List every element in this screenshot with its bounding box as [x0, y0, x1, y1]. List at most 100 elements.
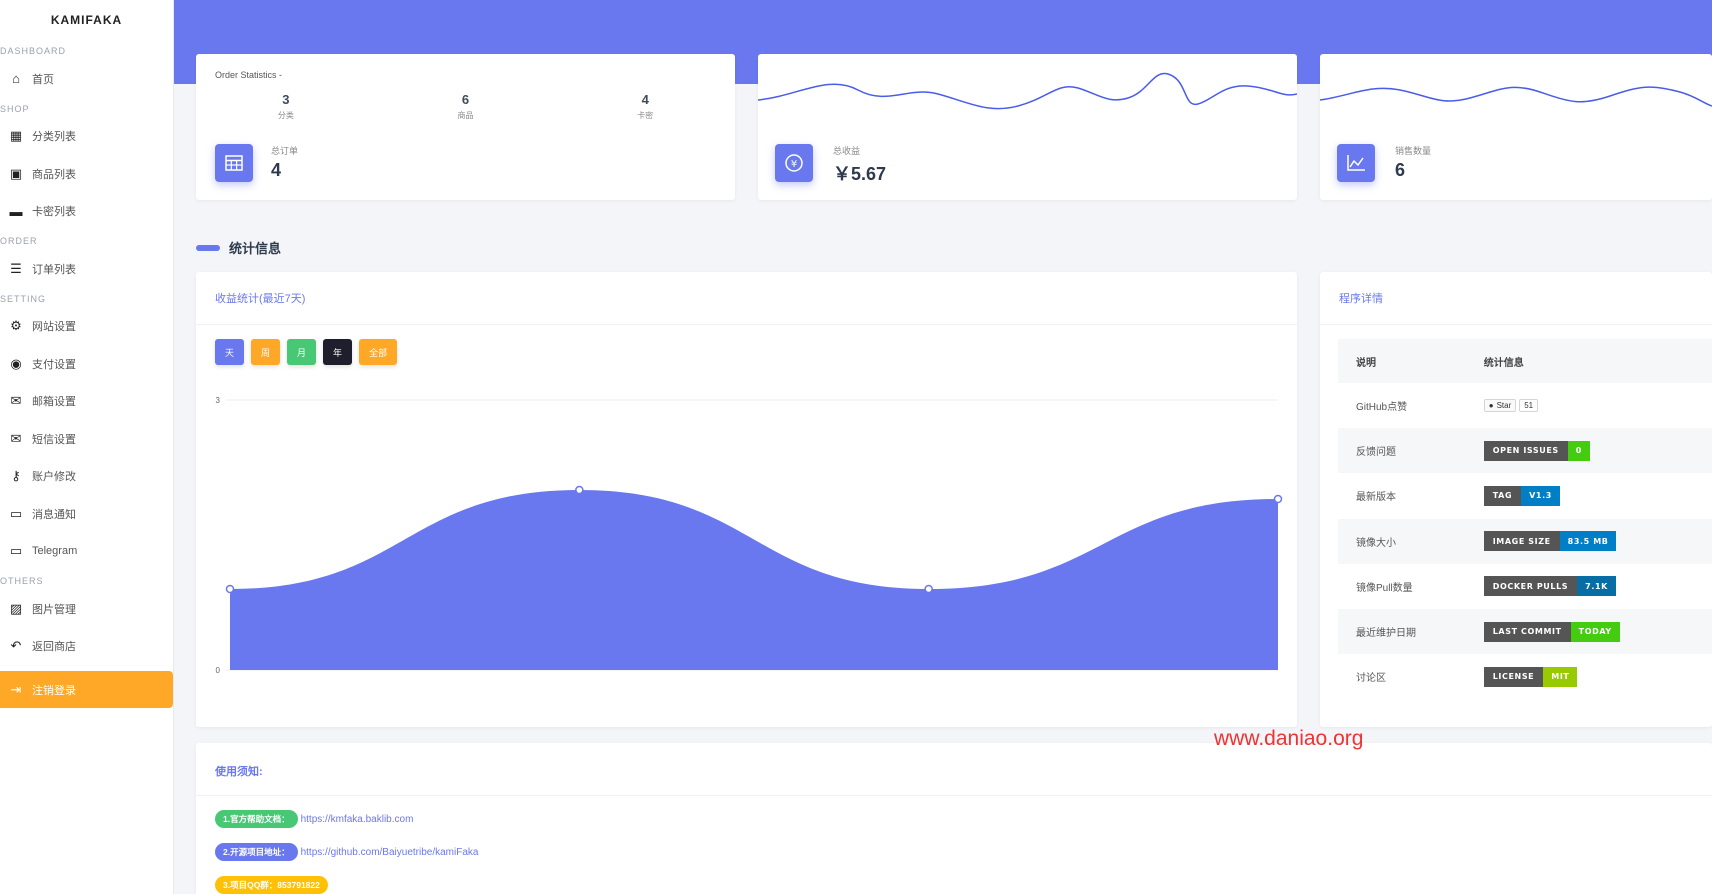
sidebar-item[interactable]: ↶ 返回商店: [0, 628, 173, 666]
github-star-button[interactable]: ● Star 51: [1483, 399, 1539, 413]
user-circle-icon: ◉: [10, 355, 22, 371]
sidebar-item-label: 分类列表: [32, 131, 76, 144]
table-row: 最新版本 TAG V1.3: [1338, 473, 1712, 518]
data-point[interactable]: [575, 485, 584, 495]
comment-icon: ▭: [9, 505, 23, 521]
status-badge[interactable]: TAG V1.3: [1483, 485, 1560, 506]
period-button[interactable]: 天: [215, 339, 245, 365]
sidebar-item[interactable]: ▨ 图片管理: [0, 590, 173, 628]
row-value: LICENSE MIT: [1466, 654, 1712, 699]
badge-value: 0: [1567, 440, 1590, 461]
badge-label: LICENSE: [1483, 666, 1544, 687]
period-button[interactable]: 月: [287, 339, 317, 365]
sales-label: 销售数量: [1395, 146, 1432, 156]
data-point[interactable]: [1273, 494, 1283, 504]
sidebar-item[interactable]: ✉ 短信设置: [0, 420, 173, 458]
sidebar-item[interactable]: ▬ 卡密列表: [0, 193, 173, 231]
notice-tag: 2.开源项目地址：: [215, 843, 298, 861]
reply-icon: ↶: [10, 638, 22, 654]
notice-title: 使用须知:: [215, 766, 263, 778]
notice-item-qq: 3.项目QQ群：853791822: [215, 876, 331, 894]
github-star[interactable]: ● Star: [1483, 399, 1517, 413]
header-desc: 说明: [1338, 339, 1466, 383]
github-icon: ●: [1488, 401, 1494, 411]
data-point[interactable]: [225, 584, 235, 594]
nav-section-title: SETTING: [0, 293, 47, 304]
notice-item-repo: 2.开源项目地址： https://github.com/Baiyuetribe…: [215, 843, 478, 861]
table-row: 最近维护日期 LAST COMMIT TODAY: [1338, 608, 1712, 655]
notice-card: 使用须知: 1.官方帮助文档： https://kmfaka.baklib.co…: [196, 743, 1712, 894]
row-value: TAG V1.3: [1466, 473, 1712, 518]
row-label: 反馈问题: [1338, 428, 1466, 474]
sidebar-item[interactable]: ▭ 消息通知: [0, 495, 173, 533]
table-row: 反馈问题 OPEN ISSUES 0: [1338, 428, 1712, 474]
badge-value: TODAY: [1570, 621, 1620, 642]
status-badge[interactable]: OPEN ISSUES 0: [1483, 440, 1590, 461]
sidebar-item-label: 账户修改: [32, 471, 76, 484]
list-icon: ☰: [10, 260, 22, 276]
badge-value: V1.3: [1521, 485, 1560, 506]
data-point[interactable]: [924, 584, 933, 594]
row-value: DOCKER PULLS 7.1K: [1466, 564, 1712, 609]
row-value: IMAGE SIZE 83.5 MB: [1465, 518, 1712, 564]
gear-icon: ⚙: [10, 318, 22, 334]
status-badge[interactable]: IMAGE SIZE 83.5 MB: [1483, 531, 1617, 552]
mini-stat-categories: 3 分类: [196, 92, 376, 121]
sidebar-item-label: 邮箱设置: [32, 396, 76, 409]
details-table: 说明 统计信息 GitHub点赞 ● Star 51 反馈问题 OPEN ISSUE…: [1338, 339, 1712, 699]
sidebar-item[interactable]: ⚙ 网站设置: [0, 308, 173, 346]
sidebar-item-label: 订单列表: [32, 263, 76, 276]
sidebar-item[interactable]: ☰ 订单列表: [0, 250, 173, 288]
table-row: 镜像大小 IMAGE SIZE 83.5 MB: [1338, 518, 1712, 564]
status-badge[interactable]: DOCKER PULLS 7.1K: [1483, 576, 1616, 597]
status-badge[interactable]: LAST COMMIT TODAY: [1483, 621, 1620, 642]
total-orders-label: 总订单: [271, 146, 299, 156]
row-value: ● Star 51: [1466, 383, 1712, 428]
yen-circle-icon: ¥: [775, 144, 813, 182]
sidebar-item-label: 网站设置: [32, 321, 76, 334]
sidebar-item[interactable]: ⇥ 注销登录: [0, 671, 173, 708]
header-info: 统计信息: [1465, 339, 1712, 383]
sidebar-item[interactable]: ✉ 邮箱设置: [0, 383, 173, 421]
sidebar-item[interactable]: ▭ Telegram: [0, 533, 173, 571]
notice-item-docs: 1.官方帮助文档： https://kmfaka.baklib.com: [215, 810, 413, 828]
badge-label: TAG: [1483, 485, 1522, 506]
sidebar-nav: DASHBOARD ⌂ 首页 SHOP ▦ 分类列表 ▣ 商品列表 ▬ 卡密列表 ORDER ☰ 订单列…: [0, 40, 173, 708]
sidebar-item-label: 注销登录: [32, 684, 76, 697]
income-area-chart: 30: [216, 396, 1283, 675]
sidebar-item[interactable]: ▣ 商品列表: [0, 155, 173, 193]
divider: [196, 795, 1712, 796]
revenue-label: 总收益: [833, 146, 861, 156]
period-button[interactable]: 周: [251, 339, 281, 365]
order-mini-stats: 3 分类 6 商品 4 卡密: [196, 92, 735, 121]
brand-logo[interactable]: KAMIFAKA: [50, 13, 123, 27]
divider: [196, 324, 1297, 325]
y-tick-label: 3: [216, 396, 221, 405]
sidebar-item[interactable]: ⚷ 账户修改: [0, 458, 173, 496]
envelope-icon: ✉: [10, 430, 22, 446]
mini-stat-products: 6 商品: [376, 92, 556, 121]
mini-stat-label: 分类: [277, 111, 294, 120]
status-badge[interactable]: LICENSE MIT: [1483, 666, 1578, 687]
nav-section-title: OTHERS: [0, 576, 44, 586]
sidebar-item-label: Telegram: [32, 545, 78, 558]
badge-label: DOCKER PULLS: [1483, 576, 1578, 597]
notice-tag: 3.项目QQ群：853791822: [215, 876, 328, 894]
period-button[interactable]: 年: [323, 339, 353, 365]
docs-link[interactable]: https://kmfaka.baklib.com: [300, 813, 414, 825]
sidebar-item[interactable]: ⌂ 首页: [0, 60, 173, 98]
sidebar-item-label: 支付设置: [32, 358, 76, 371]
mini-stat-label: 商品: [457, 111, 474, 120]
row-label: 镜像Pull数量: [1356, 582, 1413, 594]
badge-label: IMAGE SIZE: [1483, 531, 1560, 552]
table-header-row: 说明 统计信息: [1338, 339, 1712, 383]
row-label: 最近维护日期: [1338, 608, 1466, 655]
area-series: [230, 490, 1278, 670]
sidebar-item[interactable]: ◉ 支付设置: [0, 345, 173, 383]
sidebar-item-label: 卡密列表: [32, 206, 76, 219]
sidebar-item[interactable]: ▦ 分类列表: [0, 118, 173, 156]
program-details-card: 程序详情 说明 统计信息 GitHub点赞 ● Star 51 反馈问题 OPEN …: [1320, 272, 1712, 727]
order-stats-title: Order Statistics -: [215, 70, 283, 80]
period-button[interactable]: 全部: [359, 339, 398, 365]
repo-link[interactable]: https://github.com/Baiyuetribe/kamiFaka: [300, 846, 479, 858]
